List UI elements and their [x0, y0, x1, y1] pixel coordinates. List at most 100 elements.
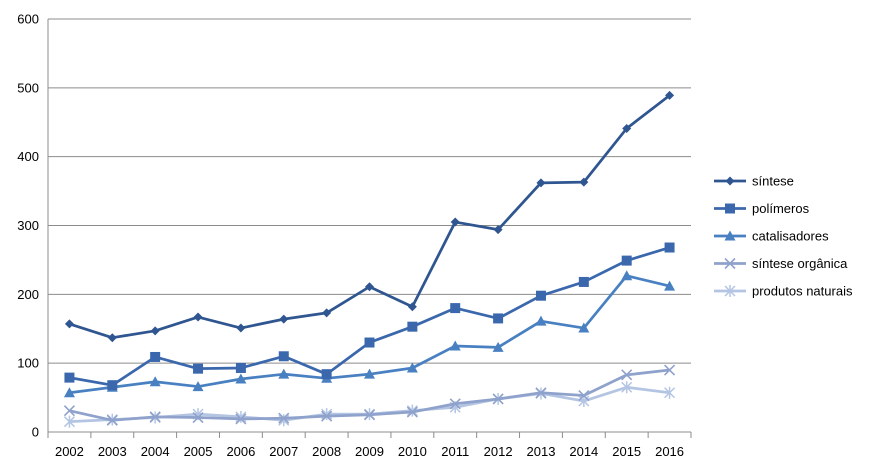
legend-marker	[725, 203, 735, 214]
gridlines	[48, 18, 691, 364]
legend-label: produtos naturais	[752, 284, 853, 299]
data-point	[406, 406, 418, 418]
data-point	[235, 373, 247, 384]
data-point	[192, 411, 204, 424]
data-point	[235, 413, 247, 425]
data-point	[664, 386, 676, 399]
y-tick-label: 300	[17, 218, 39, 233]
legend-marker	[724, 285, 736, 297]
data-point	[321, 369, 332, 380]
data-point	[278, 351, 289, 362]
legend-marker	[724, 257, 736, 270]
data-point	[406, 362, 418, 373]
data-point	[407, 302, 417, 312]
x-tick-label: 2011	[441, 444, 469, 459]
data-point	[106, 414, 118, 426]
legend-label: catalisadores	[752, 229, 829, 244]
x-tick-label: 2012	[484, 444, 513, 459]
y-tick-label: 400	[17, 149, 39, 164]
data-point	[664, 280, 676, 291]
x-tick-label: 2013	[527, 444, 556, 459]
legend-label: polímeros	[752, 201, 810, 216]
data-point	[278, 412, 290, 424]
data-point	[107, 380, 118, 391]
data-point	[665, 90, 675, 100]
data-point	[449, 340, 461, 351]
data-point	[63, 405, 75, 417]
data-point	[63, 387, 75, 398]
x-tick-label: 2007	[269, 444, 298, 459]
data-point	[493, 225, 503, 235]
data-point	[364, 337, 375, 348]
data-point	[364, 368, 375, 379]
x-tick-label: 2002	[55, 444, 84, 459]
axes: 0 100 200 300 400 500 600 2002 2003 2004 2005 2006 2…	[17, 12, 692, 459]
x-tick-label: 2005	[184, 444, 213, 459]
data-point	[107, 333, 117, 343]
data-point	[664, 364, 676, 376]
data-point	[621, 255, 632, 266]
data-point	[621, 270, 633, 281]
legend: síntese polímeros catalisadores síntese org…	[714, 174, 853, 299]
data-point	[449, 398, 461, 410]
x-tick-label: 2016	[655, 444, 684, 459]
y-tick-label: 500	[17, 80, 39, 95]
data-point	[149, 411, 161, 423]
data-point	[450, 303, 461, 314]
data-point	[578, 389, 590, 402]
data-point	[192, 381, 204, 392]
y-tick-label: 200	[17, 287, 39, 302]
data-point	[321, 410, 333, 422]
legend-marker	[725, 176, 735, 186]
data-point	[63, 415, 75, 428]
x-tick-label: 2009	[355, 444, 384, 459]
legend-marker	[724, 230, 736, 241]
x-tick-label: 2014	[569, 444, 598, 459]
data-point	[621, 381, 633, 394]
data-point	[492, 393, 504, 405]
x-tick-label: 2010	[398, 444, 427, 459]
data-point	[578, 322, 590, 333]
data-point	[236, 323, 246, 333]
x-tick-label: 2003	[98, 444, 127, 459]
data-point	[64, 319, 74, 329]
data-point	[279, 314, 289, 324]
x-tick-label: 2006	[226, 444, 255, 459]
data-point	[621, 369, 633, 381]
series-group	[63, 90, 676, 428]
data-point	[450, 217, 460, 227]
y-tick-label: 600	[17, 12, 39, 27]
series-line	[69, 246, 670, 387]
data-point	[536, 178, 546, 188]
data-point	[365, 282, 374, 292]
y-tick-label: 100	[17, 356, 39, 371]
data-point	[278, 368, 290, 379]
data-point	[492, 341, 504, 352]
data-point	[150, 351, 161, 362]
data-point	[193, 363, 204, 374]
data-point	[150, 326, 160, 336]
data-point	[322, 308, 332, 318]
data-point	[578, 395, 590, 408]
data-point	[493, 313, 504, 324]
data-point	[235, 362, 246, 373]
y-tick-label: 0	[32, 425, 39, 440]
data-point	[535, 290, 546, 301]
data-point	[193, 312, 203, 322]
series-line	[69, 94, 671, 340]
x-tick-label: 2004	[141, 444, 170, 459]
x-tick-label: 2015	[612, 444, 641, 459]
legend-label: síntese	[752, 174, 794, 189]
data-point	[64, 372, 75, 383]
data-point	[664, 242, 675, 253]
data-point	[535, 387, 547, 399]
data-point	[578, 276, 589, 287]
data-point	[622, 123, 632, 133]
data-point	[407, 321, 418, 332]
data-point	[149, 376, 161, 387]
x-tick-label: 2008	[312, 444, 341, 459]
data-point	[535, 315, 547, 326]
data-point	[579, 177, 589, 187]
data-point	[363, 409, 376, 421]
